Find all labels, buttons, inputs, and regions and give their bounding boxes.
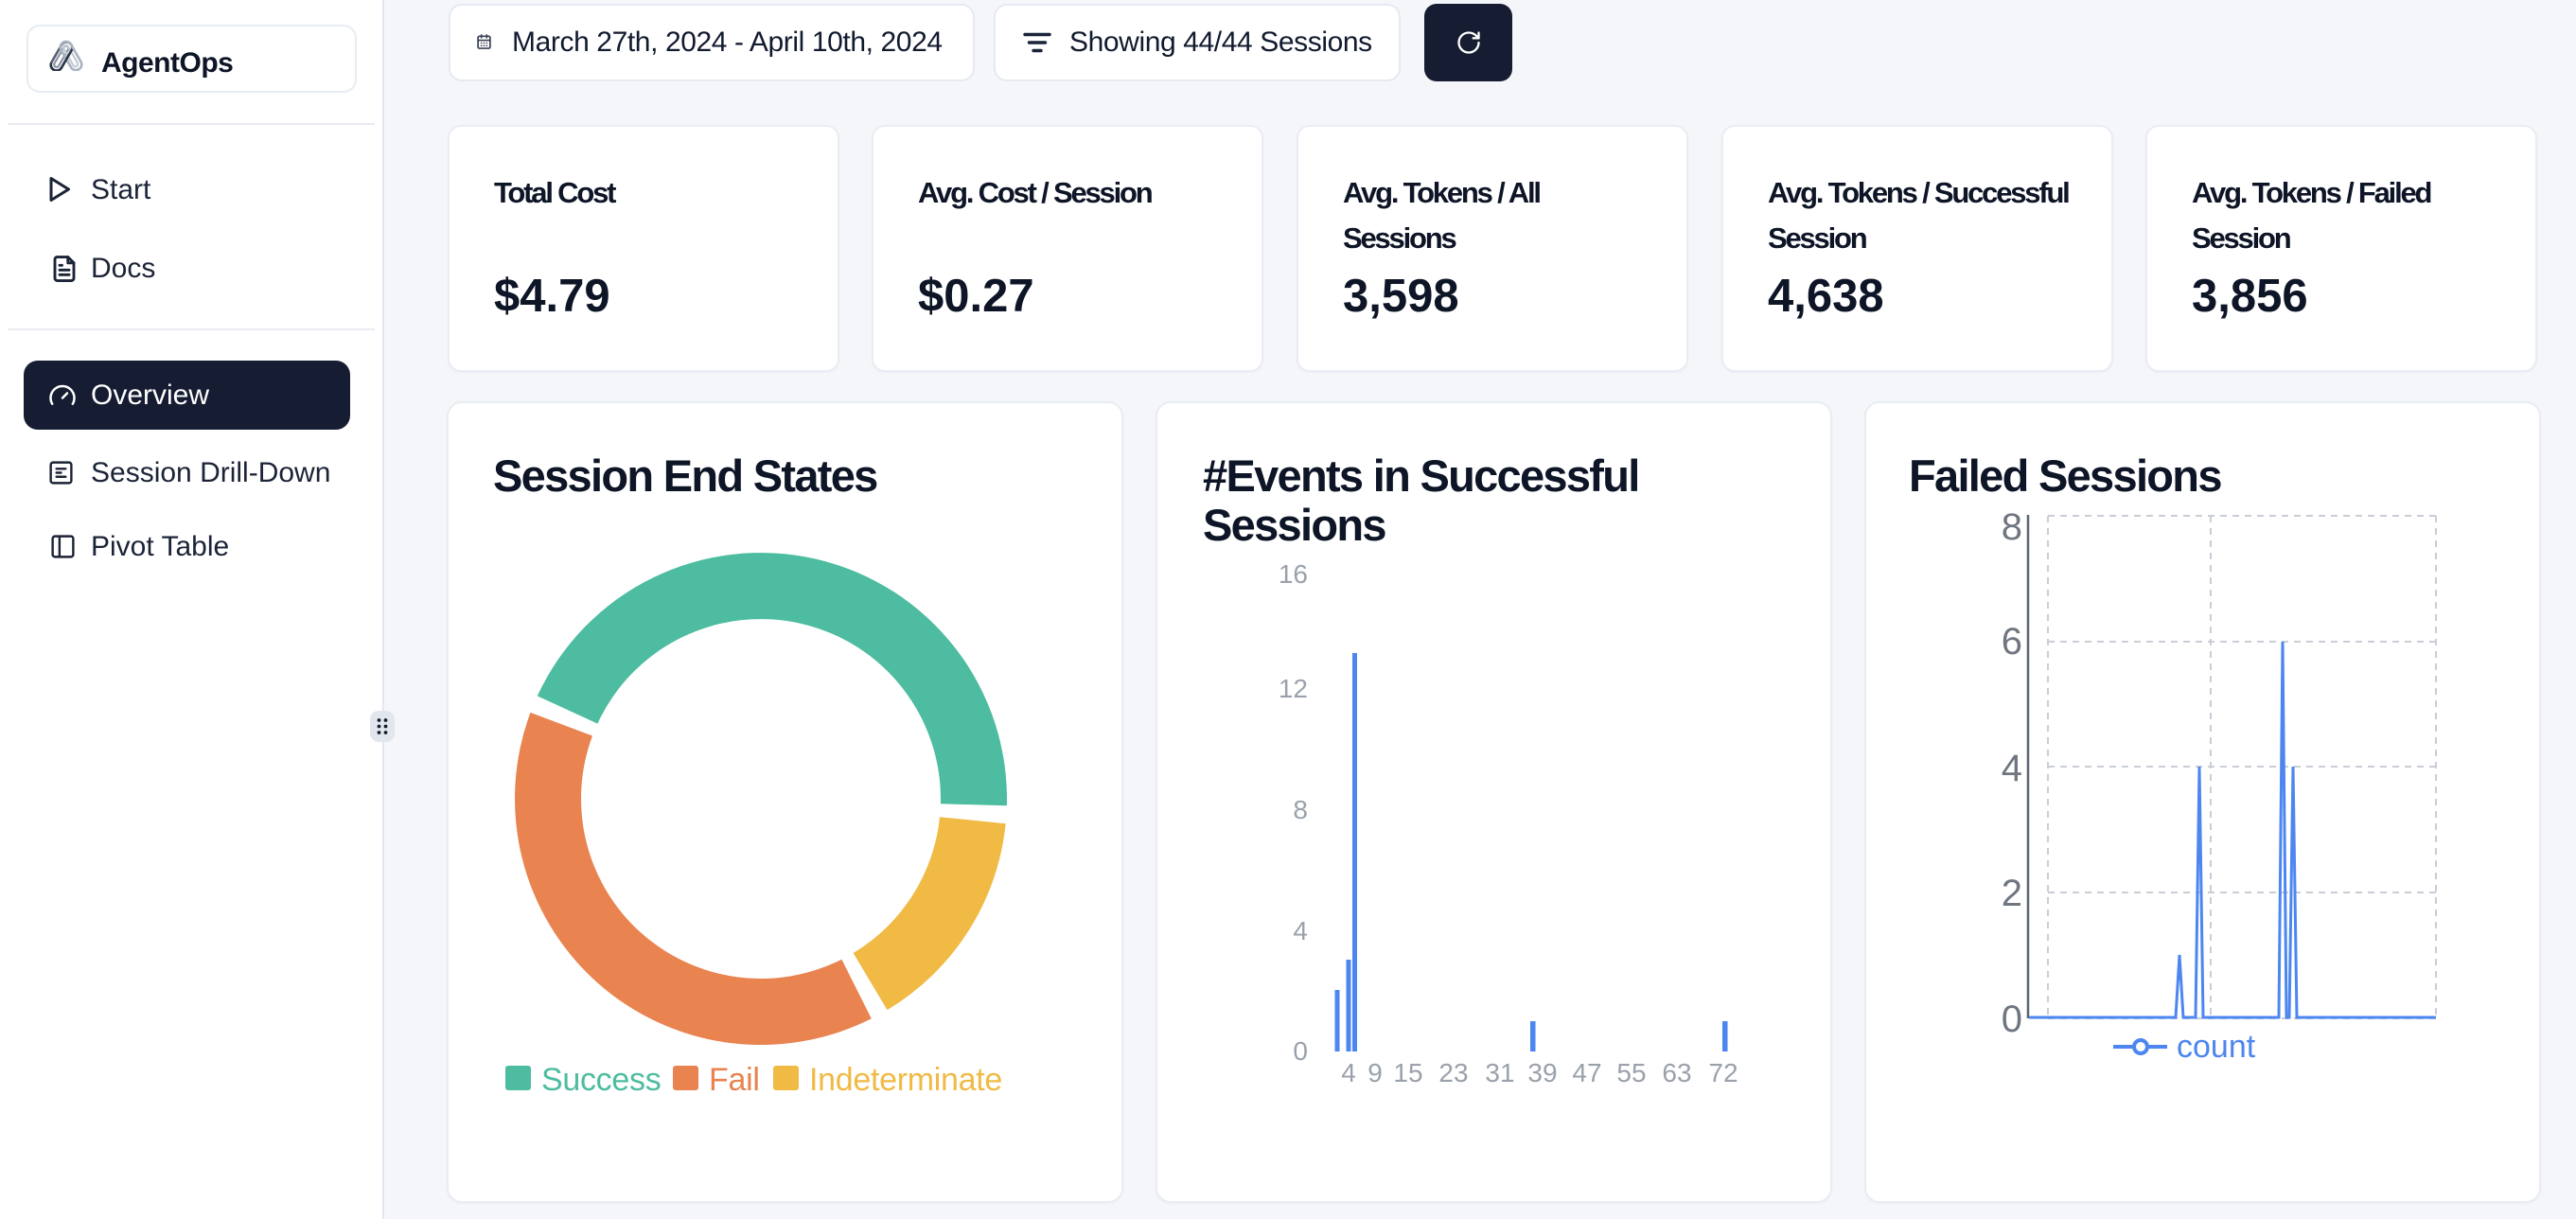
svg-text:8: 8 [1293,795,1308,824]
svg-text:count: count [2177,1029,2256,1065]
svg-text:4: 4 [2002,748,2022,789]
svg-text:0: 0 [2002,998,2022,1040]
svg-text:4: 4 [1341,1058,1356,1087]
svg-text:4: 4 [1293,916,1308,945]
svg-text:16: 16 [1279,559,1308,589]
svg-text:Fail: Fail [709,1062,760,1098]
svg-text:23: 23 [1438,1058,1468,1087]
svg-text:15: 15 [1393,1058,1422,1087]
svg-text:Success: Success [541,1062,661,1098]
svg-text:0: 0 [1293,1036,1308,1066]
svg-text:39: 39 [1527,1058,1557,1087]
svg-text:9: 9 [1367,1058,1383,1087]
svg-text:72: 72 [1708,1058,1738,1087]
svg-text:31: 31 [1485,1058,1514,1087]
svg-text:Indeterminate: Indeterminate [809,1062,1002,1098]
svg-text:8: 8 [2002,506,2022,548]
svg-text:55: 55 [1616,1058,1646,1087]
svg-text:2: 2 [2002,873,2022,914]
svg-text:63: 63 [1662,1058,1691,1087]
svg-text:47: 47 [1572,1058,1601,1087]
svg-text:12: 12 [1279,674,1308,703]
svg-text:6: 6 [2002,621,2022,662]
